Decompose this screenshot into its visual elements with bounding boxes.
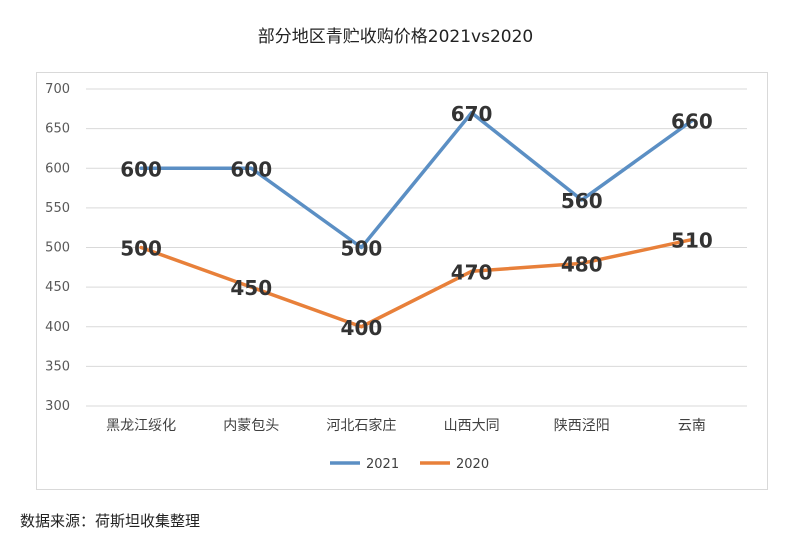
series-line-2020 [139,237,694,329]
data-label: 400 [341,316,383,340]
data-source-note: 数据来源：荷斯坦收集整理 [20,512,201,530]
data-label: 480 [561,252,603,276]
x-axis-categories: 黑龙江绥化 内蒙包头 河北石家庄 山西大同 陕西泾阳 云南 [106,417,706,434]
y-tick-label: 700 [45,82,70,97]
y-tick-label: 550 [45,201,70,216]
x-category-label: 河北石家庄 [326,417,396,434]
y-tick-label: 500 [45,241,70,256]
x-category-label: 云南 [678,418,706,434]
data-label: 500 [120,237,162,261]
y-tick-label: 350 [45,359,70,374]
data-label: 500 [341,237,383,261]
data-label: 560 [561,189,603,213]
legend-label: 2020 [456,457,489,472]
chart-title: 部分地区青贮收购价格2021vs2020 [257,27,534,47]
x-category-label: 黑龙江绥化 [106,418,176,434]
series-line-2021 [139,111,694,250]
data-label: 450 [230,276,272,300]
data-label: 600 [230,157,272,181]
y-tick-label: 400 [45,320,70,335]
data-label: 600 [120,157,162,181]
y-tick-label: 450 [45,280,70,295]
data-label: 510 [671,229,713,253]
x-category-label: 陕西泾阳 [554,418,610,434]
y-tick-label: 650 [45,122,70,137]
legend: 2021 2020 [330,457,489,472]
data-label: 670 [451,102,493,126]
y-tick-label: 600 [45,161,70,176]
data-label: 470 [451,260,493,284]
plot-area-frame [36,72,768,490]
legend-label: 2021 [366,457,399,472]
y-tick-label: 300 [45,399,70,414]
data-label: 660 [671,110,713,134]
x-category-label: 山西大同 [444,418,500,434]
x-category-label: 内蒙包头 [223,418,279,434]
data-labels: 600 600 500 670 560 660 500 450 400 470 480 510 [120,102,713,340]
series-lines [139,111,694,329]
line-chart: 300 350 400 450 500 550 600 650 700 黑龙江绥化 内蒙包头 河北石… [45,82,747,472]
y-axis-ticks: 300 350 400 450 500 550 600 650 700 [45,82,70,414]
gridlines [86,88,747,407]
